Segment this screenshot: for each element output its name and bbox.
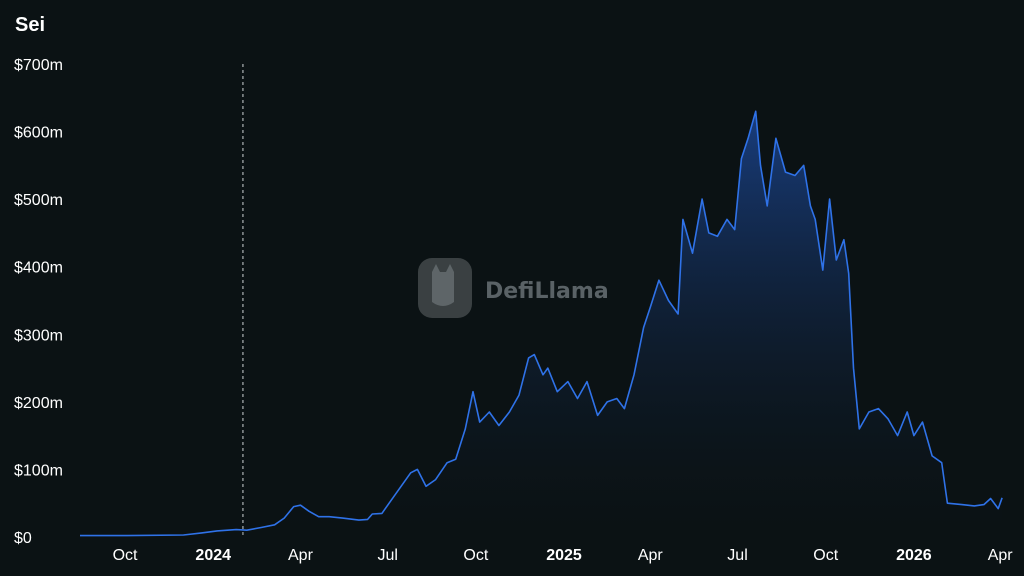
- x-tick-label: Jul: [727, 547, 747, 564]
- y-tick-label: $700m: [14, 57, 63, 74]
- y-tick-label: $200m: [14, 395, 63, 412]
- y-tick-label: $0: [14, 530, 32, 547]
- x-tick-label: Jul: [377, 547, 397, 564]
- y-tick-label: $100m: [14, 462, 63, 479]
- series-line: [80, 110, 1003, 537]
- y-tick-label: $400m: [14, 260, 63, 277]
- x-tick-label: Apr: [638, 547, 664, 564]
- defillama-watermark: DefiLlama: [418, 258, 609, 318]
- y-tick-label: $300m: [14, 327, 63, 344]
- x-axis: Oct 2024 Apr Jul Oct 2025 Apr Jul Oct 2026 Apr: [113, 547, 1014, 564]
- y-axis: $0 $100m $200m $300m $400m $500m $600m $700m: [14, 57, 63, 547]
- x-tick-label: Oct: [463, 547, 488, 564]
- y-tick-label: $500m: [14, 192, 63, 209]
- x-tick-label: 2024: [195, 547, 231, 564]
- watermark-text: DefiLlama: [485, 279, 609, 304]
- llama-head-icon: [432, 264, 454, 306]
- x-tick-label: Oct: [813, 547, 838, 564]
- x-tick-label: 2026: [896, 547, 932, 564]
- x-tick-label: 2025: [546, 547, 582, 564]
- series-area: [80, 111, 1003, 538]
- y-tick-label: $600m: [14, 125, 63, 142]
- x-tick-label: Apr: [288, 547, 314, 564]
- x-tick-label: Apr: [988, 547, 1014, 564]
- x-tick-label: Oct: [113, 547, 138, 564]
- chart-title: Sei: [15, 14, 46, 36]
